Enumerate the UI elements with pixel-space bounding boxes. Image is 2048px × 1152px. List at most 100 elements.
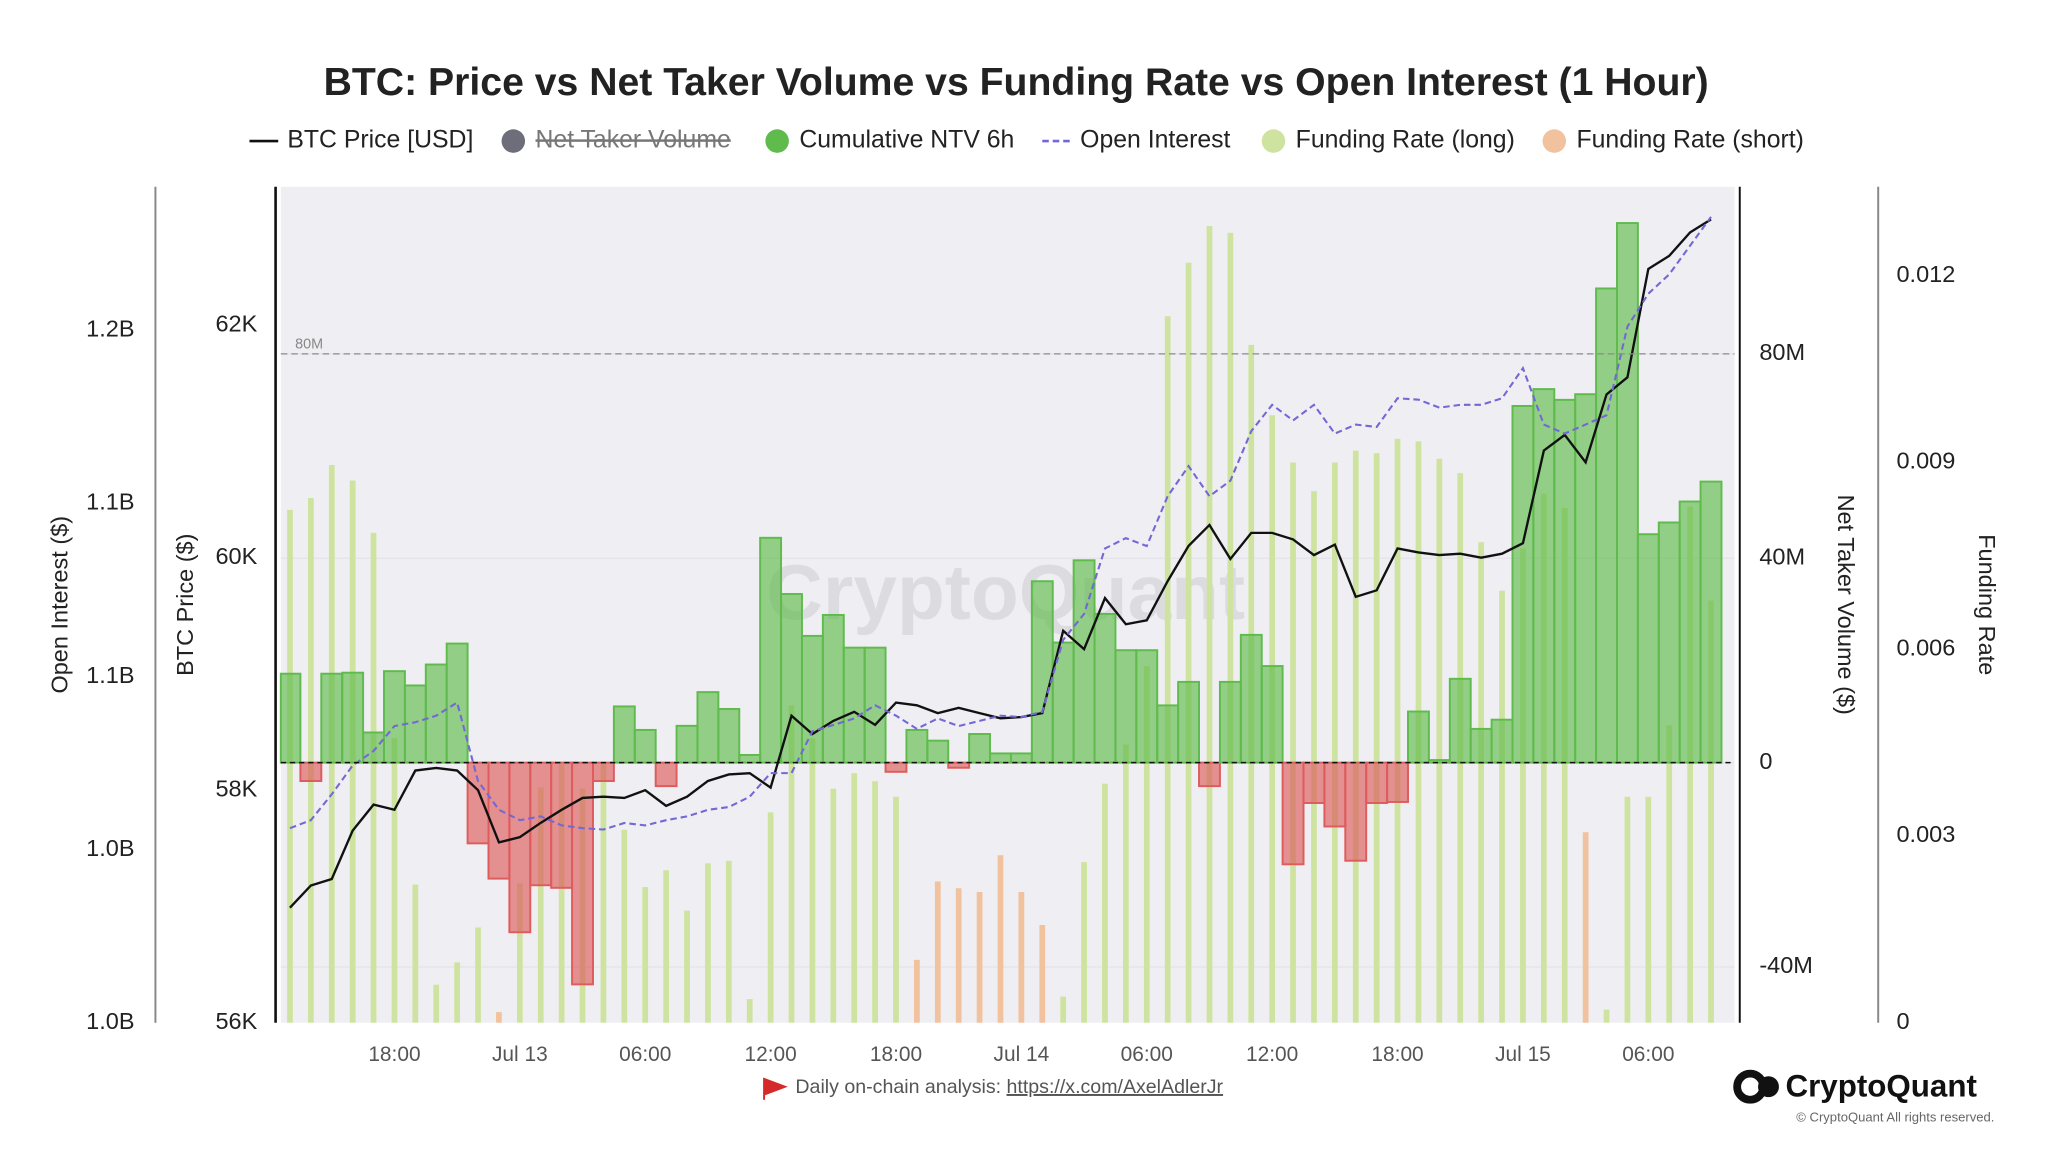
x-tick-label: Jul 14 <box>994 1043 1050 1066</box>
x-tick-label: Jul 15 <box>1495 1043 1551 1066</box>
funding-bar <box>1645 796 1652 1023</box>
funding-bar <box>433 984 440 1023</box>
ntv-step <box>487 761 511 880</box>
ntv-step <box>1407 710 1430 764</box>
funding-bar <box>997 855 1004 1023</box>
ntv-step <box>1657 521 1681 764</box>
funding-bar <box>1352 450 1359 1023</box>
legend-label: Net Taker Volume <box>536 127 731 154</box>
ntv-step <box>1302 761 1326 804</box>
ntv-step <box>717 707 741 764</box>
ntv-step <box>1469 727 1493 764</box>
x-tick-label: 12:00 <box>744 1043 796 1066</box>
ntv-step <box>696 691 720 764</box>
ntv-step <box>1135 649 1159 764</box>
funding-bar <box>1290 462 1296 1023</box>
y3-tick-label: 1.1B <box>86 662 134 688</box>
x-tick-label: 18:00 <box>368 1043 420 1066</box>
y-axis-title: BTC Price ($) <box>172 534 198 676</box>
logo-icon <box>1758 1076 1779 1098</box>
funding-bar <box>663 870 669 1023</box>
funding-bar <box>1687 506 1693 1023</box>
ntv-step <box>1239 633 1263 764</box>
y2-tick-label: -40M <box>1759 952 1813 978</box>
ntv-step <box>1699 480 1723 764</box>
ntv-step <box>591 761 615 782</box>
ntv-step <box>320 672 344 764</box>
ntv-step <box>738 753 762 764</box>
funding-bar <box>767 812 774 1023</box>
y4-tick-label: 0.012 <box>1896 261 1955 287</box>
ntv-step <box>1553 398 1577 764</box>
funding-bar <box>1708 600 1714 1023</box>
y2-tick-label: 80M <box>1759 339 1805 365</box>
funding-bar <box>454 962 461 1023</box>
y-tick-label: 62K <box>215 310 257 336</box>
ntv-step <box>884 761 908 773</box>
legend-label: Open Interest <box>1080 127 1230 154</box>
funding-bar <box>725 860 732 1023</box>
ntv-step <box>842 646 866 764</box>
funding-bar <box>705 863 711 1023</box>
funding-bar <box>914 959 920 1023</box>
funding-bar <box>1561 507 1568 1023</box>
ntv-step <box>1490 718 1514 764</box>
ntv-step <box>1595 287 1618 764</box>
funding-bar <box>684 910 690 1023</box>
funding-bar <box>1478 542 1485 1023</box>
link[interactable]: https://x.com/AxelAdlerJr <box>1007 1076 1224 1098</box>
ntv-step <box>279 672 302 764</box>
reference-label: 80M <box>295 337 323 353</box>
ntv-step <box>1281 761 1305 866</box>
funding-bar <box>746 999 753 1023</box>
y3-tick-label: 1.0B <box>86 835 134 861</box>
funding-bar <box>558 764 565 1023</box>
ntv-step <box>362 731 385 764</box>
legend-label: Funding Rate (long) <box>1296 127 1515 154</box>
ntv-step <box>1344 761 1368 862</box>
funding-bar <box>1185 262 1192 1023</box>
funding-bar <box>1624 796 1631 1023</box>
x-tick-label: 06:00 <box>1622 1043 1674 1066</box>
ntv-step <box>1156 704 1180 764</box>
funding-bar <box>1582 832 1589 1023</box>
funding-bar <box>1081 862 1087 1023</box>
funding-bar <box>893 796 899 1023</box>
funding-bar <box>1499 590 1505 1023</box>
ntv-step <box>633 728 657 764</box>
legend-swatch <box>765 129 789 153</box>
ntv-step <box>1511 404 1535 764</box>
funding-bar <box>1394 438 1401 1023</box>
x-tick-label: Jul 13 <box>492 1043 548 1066</box>
ntv-step <box>905 728 929 764</box>
y3-tick-label: 1.2B <box>86 316 134 342</box>
y3-tick-label: 1.1B <box>86 489 134 515</box>
funding-bar <box>1603 1009 1610 1023</box>
ntv-step <box>1448 677 1472 764</box>
ntv-step <box>1386 761 1409 803</box>
ntv-step <box>759 536 783 764</box>
funding-bar <box>516 883 523 1023</box>
ntv-step <box>1093 612 1117 764</box>
ntv-step <box>571 761 594 986</box>
price-line <box>289 218 1712 909</box>
ntv-step <box>612 705 636 764</box>
funding-bar <box>976 891 983 1023</box>
funding-bar <box>1227 232 1234 1023</box>
ntv-step <box>341 671 365 764</box>
y4-axis-title: Funding Rate <box>1974 534 2000 675</box>
ntv-step <box>1198 761 1221 788</box>
funding-bar <box>1102 783 1108 1023</box>
y-tick-label: 58K <box>215 775 257 801</box>
ntv-step <box>424 663 448 764</box>
funding-bar <box>1206 225 1213 1023</box>
funding-bar <box>851 773 858 1023</box>
ntv-step <box>926 739 950 764</box>
ntv-step <box>821 613 845 764</box>
funding-bar <box>642 887 649 1023</box>
y4-tick-label: 0.003 <box>1896 821 1955 847</box>
y2-axis-title: Net Taker Volume ($) <box>1833 495 1859 715</box>
funding-bar <box>1373 453 1380 1023</box>
